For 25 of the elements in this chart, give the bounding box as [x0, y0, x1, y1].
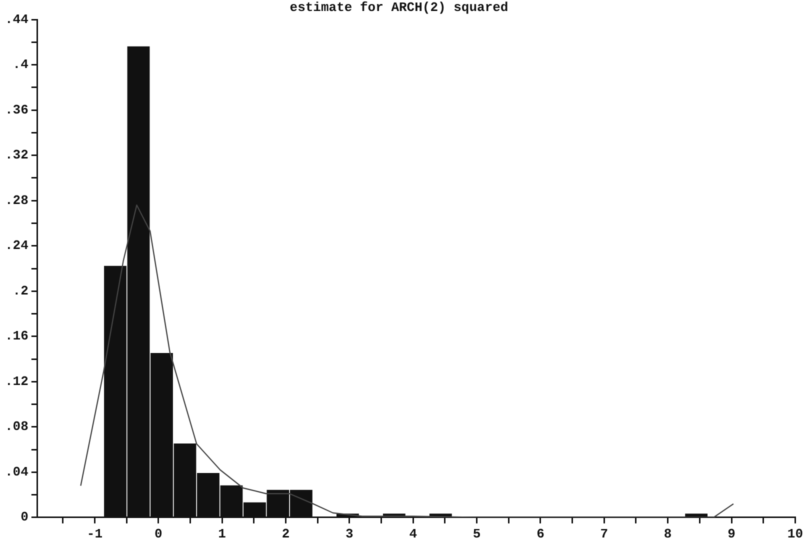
x-tick-label: 9	[728, 526, 736, 542]
x-tick-label: 6	[536, 526, 545, 542]
y-tick-label: .2	[12, 283, 29, 298]
y-tick-label: .04	[5, 464, 29, 480]
x-tick-label: 3	[346, 526, 354, 542]
chart-title: estimate for ARCH(2) squared	[290, 0, 508, 16]
y-tick-label: .36	[5, 102, 29, 118]
y-tick-label: .12	[5, 374, 29, 389]
y-tick-label: .28	[5, 192, 29, 208]
y-tick-label: .24	[5, 238, 29, 254]
x-tick-label: 8	[664, 526, 672, 542]
x-tick-label: 2	[282, 526, 290, 542]
x-tick-label: 4	[409, 526, 418, 542]
y-tick-label: .08	[5, 419, 29, 434]
x-tick-label: 1	[218, 526, 226, 542]
y-tick-label: .32	[5, 148, 29, 163]
y-tick-label: 0	[20, 510, 29, 525]
x-tick-label: 7	[600, 526, 608, 542]
y-tick-label: .44	[5, 12, 29, 27]
x-tick-label: 0	[154, 526, 162, 542]
x-tick-label: -1	[86, 526, 103, 542]
y-tick-label: .16	[5, 328, 29, 344]
y-tick-label: .4	[12, 57, 29, 72]
x-tick-label: 10	[787, 526, 804, 542]
x-tick-label: 5	[472, 526, 481, 542]
